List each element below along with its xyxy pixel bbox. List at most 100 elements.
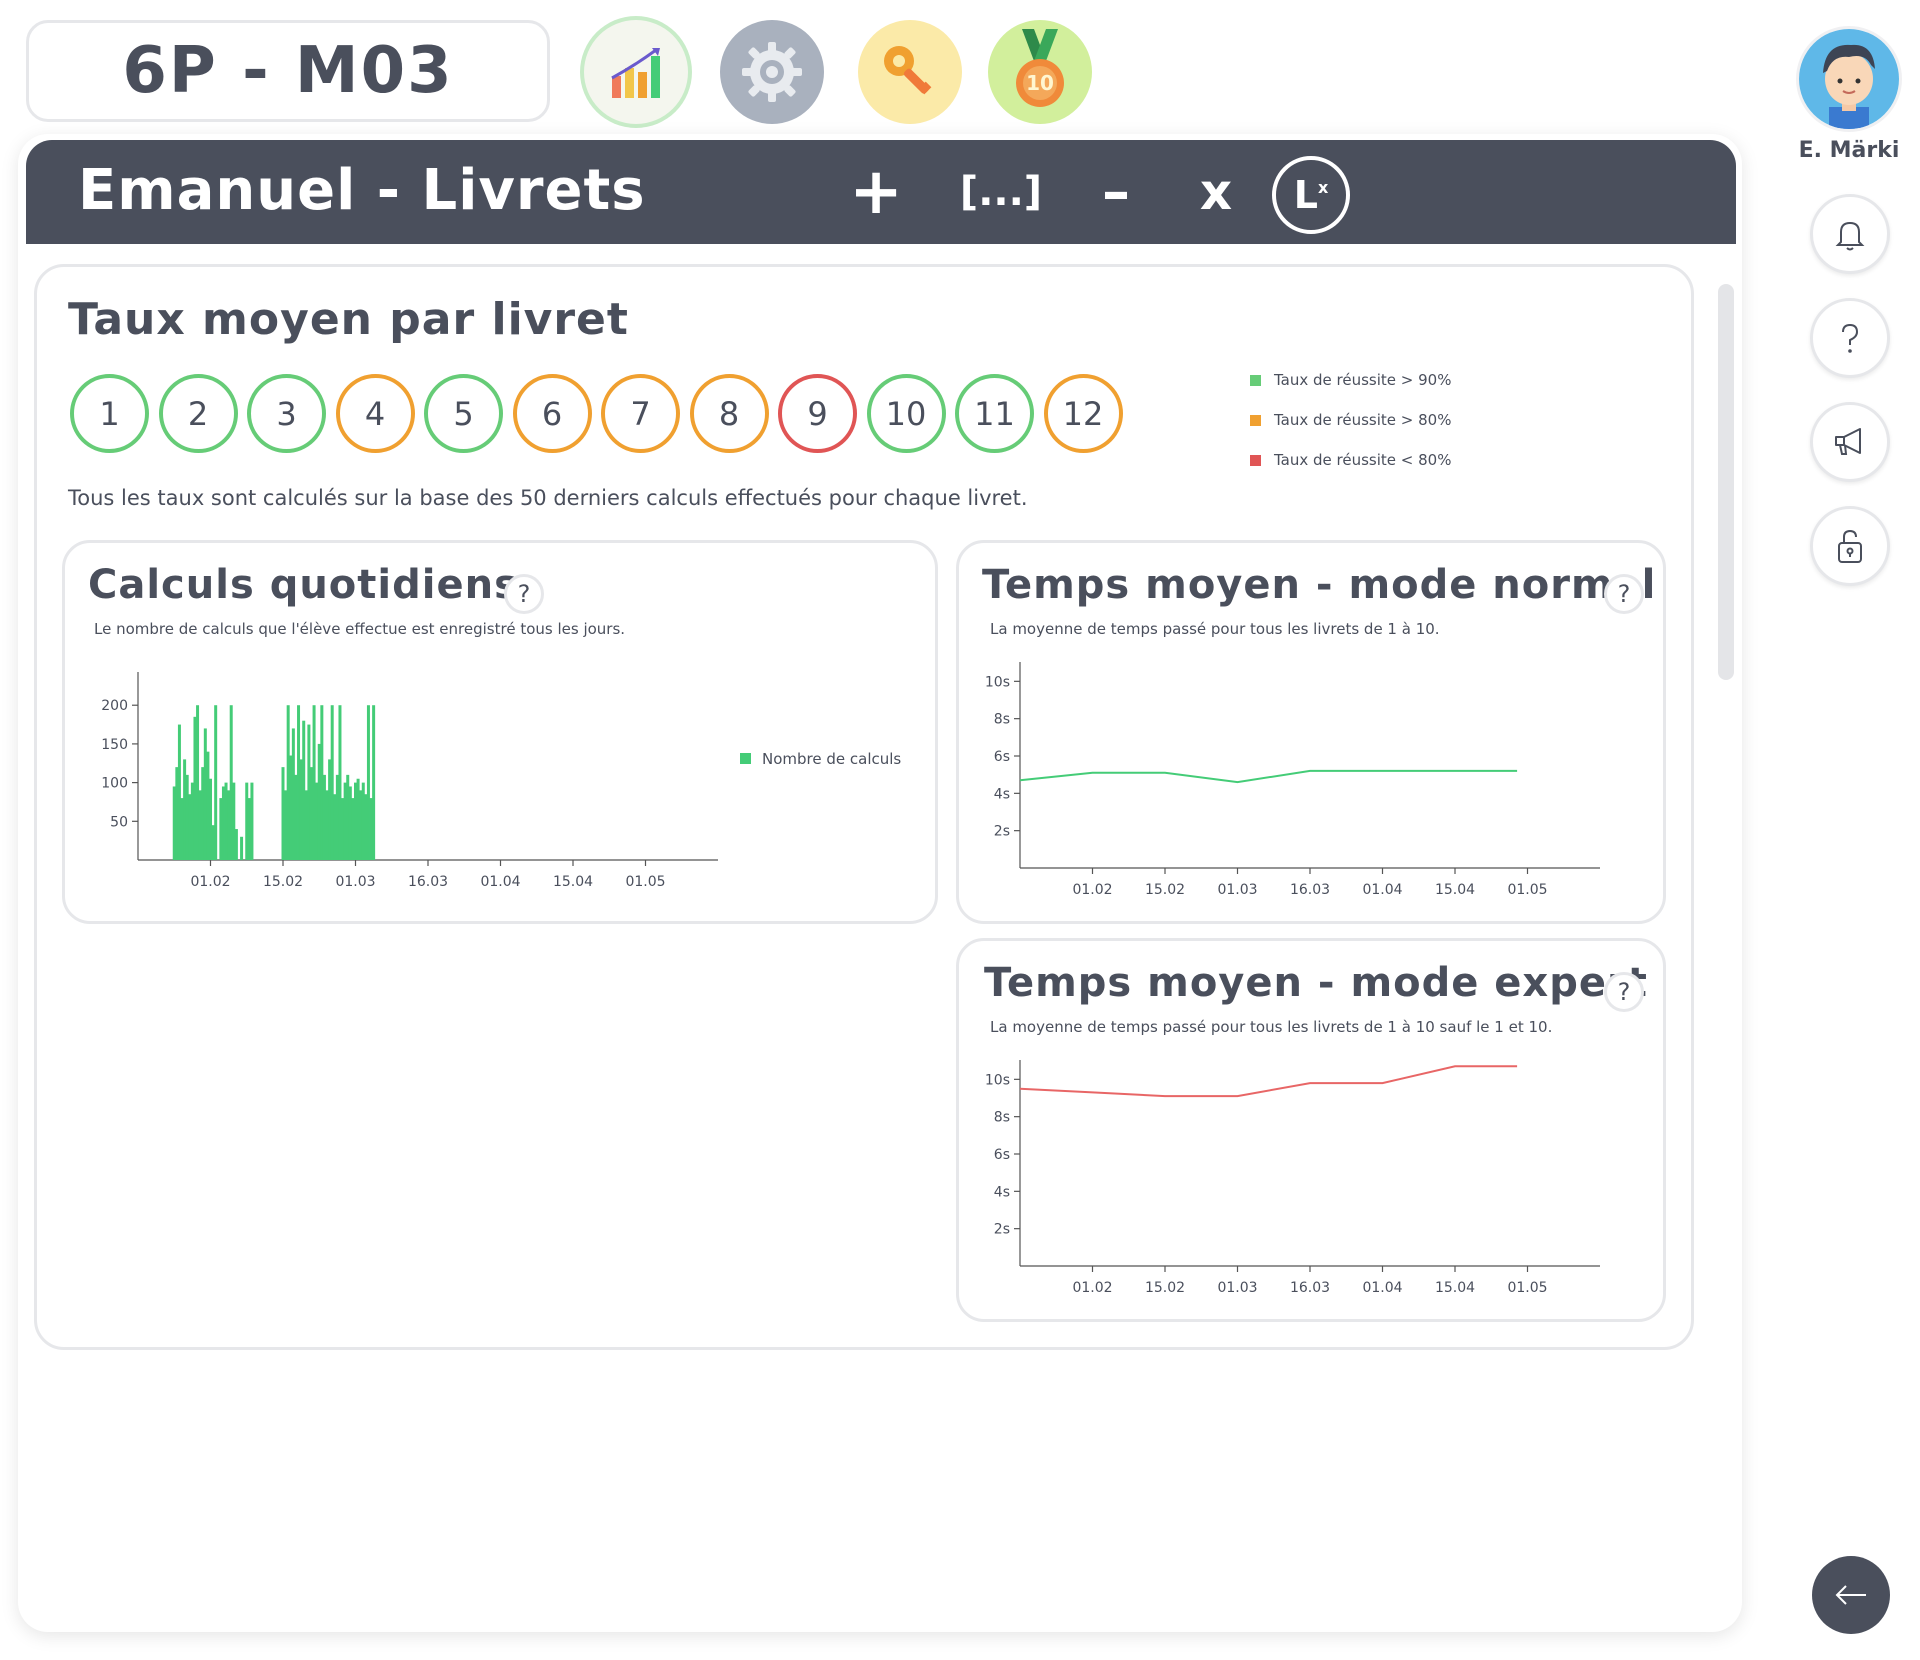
legend-swatch <box>1250 374 1261 386</box>
x-tick-label: 01.04 <box>1362 1280 1402 1296</box>
x-tick-label: 01.05 <box>625 874 665 890</box>
booklet-circle-6[interactable]: 6 <box>512 374 592 453</box>
stats-button[interactable] <box>584 20 688 124</box>
booklet-circle-11[interactable]: 11 <box>955 374 1034 453</box>
x-tick-label: 01.03 <box>1217 1280 1257 1296</box>
y-tick-label: 8s <box>994 1110 1010 1126</box>
bar <box>175 767 179 860</box>
bar <box>330 705 334 860</box>
medal-number: 10 <box>1026 71 1054 95</box>
back-button[interactable] <box>1812 1556 1890 1634</box>
booklet-circle-7[interactable]: 7 <box>601 374 680 453</box>
bar <box>294 774 298 860</box>
bar <box>356 778 360 860</box>
minus-button[interactable]: – <box>1102 159 1130 225</box>
normal-time-chart: 01.02 15.02 01.03 16.03 01.04 15.04 01.05 2s 4s 6… <box>985 662 1600 898</box>
bar <box>315 782 319 860</box>
bar <box>320 705 324 860</box>
bar <box>183 759 187 860</box>
normal-time-title: Temps moyen - mode normal <box>982 562 1657 608</box>
y-tick-label: 10s <box>985 1072 1010 1088</box>
medal-button[interactable]: 10 <box>988 20 1092 124</box>
legend-item: Taux de réussite > 90% <box>1250 360 1451 400</box>
bar <box>335 774 339 860</box>
legend-item: Taux de réussite > 80% <box>1250 400 1451 440</box>
y-tick-label: 50 <box>110 814 128 830</box>
expert-time-help-button[interactable]: ? <box>1604 972 1644 1012</box>
booklet-circle-8[interactable]: 8 <box>689 374 769 453</box>
bar <box>328 759 332 860</box>
plus-button[interactable]: + <box>849 155 903 229</box>
bar <box>341 798 345 860</box>
booklet-circle-10[interactable]: 10 <box>866 374 946 453</box>
bar <box>281 767 285 860</box>
booklet-circle-5[interactable]: 5 <box>424 374 503 453</box>
class-selector[interactable]: 6P - M03 <box>26 20 550 122</box>
x-tick-label: 01.02 <box>1072 882 1112 898</box>
notifications-button[interactable] <box>1810 194 1890 274</box>
daily-calcs-chart: 01.02 15.02 01.03 16.03 01.04 15.04 01.05 50 100… <box>101 672 901 890</box>
series-line <box>1019 1065 1518 1098</box>
success-legend: Taux de réussite > 90% Taux de réussite >… <box>1250 360 1451 480</box>
help-button[interactable] <box>1810 298 1890 378</box>
x-tick-label: 01.02 <box>190 874 230 890</box>
bar <box>240 836 244 860</box>
expert-time-subtitle: La moyenne de temps passé pour tous les … <box>990 1018 1553 1036</box>
normal-time-card <box>956 540 1666 924</box>
bar <box>361 782 365 860</box>
x-tick-label: 01.05 <box>1507 1280 1547 1296</box>
booklet-circle-9[interactable]: 9 <box>778 374 857 453</box>
exponent-base: L <box>1293 173 1318 217</box>
bar <box>188 794 192 860</box>
y-tick-label: 4s <box>994 1184 1010 1200</box>
announcements-button[interactable] <box>1810 402 1890 482</box>
booklet-circle-2[interactable]: 2 <box>158 374 238 453</box>
bar <box>172 786 176 860</box>
bar <box>190 782 194 860</box>
bar <box>193 716 197 860</box>
expert-time-card <box>956 938 1666 1322</box>
bar <box>214 705 218 860</box>
bar <box>297 705 301 860</box>
scrollbar[interactable] <box>1718 284 1734 680</box>
expert-time-title: Temps moyen - mode expert <box>984 960 1648 1006</box>
times-button[interactable]: x <box>1199 163 1233 221</box>
booklet-circle-1[interactable]: 1 <box>70 374 149 453</box>
booklet-circle-3[interactable]: 3 <box>247 374 326 453</box>
key-button[interactable] <box>858 20 962 124</box>
x-tick-label: 16.03 <box>408 874 448 890</box>
settings-button[interactable] <box>720 20 824 124</box>
series-line <box>1019 769 1518 784</box>
bar <box>317 743 321 860</box>
ellipsis-button[interactable]: [...] <box>959 169 1043 215</box>
avatar[interactable] <box>1796 26 1902 132</box>
window-title: Emanuel - Livrets <box>78 158 646 223</box>
lock-button[interactable] <box>1810 506 1890 586</box>
bar <box>177 724 181 860</box>
y-tick-label: 200 <box>101 698 128 714</box>
lock-icon <box>1838 529 1862 563</box>
normal-time-help-button[interactable]: ? <box>1604 574 1644 614</box>
daily-calcs-help-button[interactable]: ? <box>504 574 544 614</box>
bar <box>209 778 212 860</box>
bar <box>232 782 236 860</box>
bar <box>299 759 303 860</box>
x-tick-label: 01.04 <box>1362 882 1402 898</box>
bar <box>289 755 293 860</box>
booklet-circle-4[interactable]: 4 <box>335 374 415 453</box>
bar <box>250 782 254 860</box>
x-tick-label: 15.04 <box>553 874 593 890</box>
bar <box>211 825 215 860</box>
booklet-circle-12[interactable]: 12 <box>1043 374 1123 453</box>
legend-swatch <box>1250 414 1261 426</box>
x-tick-label: 16.03 <box>1290 882 1330 898</box>
user-name: E. Märki <box>1798 138 1900 163</box>
bar <box>224 782 228 860</box>
legend-label: Taux de réussite > 80% <box>1274 411 1452 429</box>
bar <box>219 798 223 860</box>
bar <box>206 751 210 860</box>
bar <box>369 798 373 860</box>
bar <box>338 705 342 860</box>
bar <box>234 829 238 860</box>
